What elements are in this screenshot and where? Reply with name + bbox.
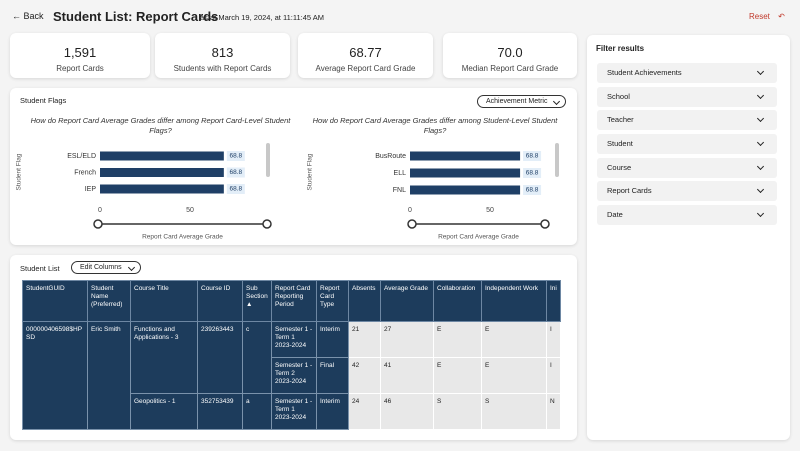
table-cell: E xyxy=(481,321,547,358)
table-cell: 000000406598$HPSD xyxy=(22,321,88,430)
kpi-label: Report Cards xyxy=(56,64,104,73)
table-cell: a xyxy=(242,393,272,430)
kpi-card: 1,591 Report Cards xyxy=(10,33,150,78)
table-cell: Interim xyxy=(316,393,349,430)
table-cell: I xyxy=(546,321,561,358)
column-header[interactable]: Ini xyxy=(546,280,561,322)
filter-item[interactable]: Student Achievements xyxy=(597,63,777,83)
column-header[interactable]: StudentGUID xyxy=(22,280,88,322)
table-cell: Semester 1 - Term 1 2023-2024 xyxy=(271,393,317,430)
edit-columns-button[interactable]: Edit Columns xyxy=(71,261,141,274)
table-cell: E xyxy=(481,357,547,394)
kpi-label: Median Report Card Grade xyxy=(461,64,559,73)
table-cell: I xyxy=(546,357,561,394)
kpi-value: 1,591 xyxy=(63,45,97,60)
table-cell: 41 xyxy=(380,357,434,394)
back-label: Back xyxy=(23,11,44,21)
table-cell: N xyxy=(546,393,561,430)
chart-title: How do Report Card Average Grades differ… xyxy=(312,116,558,135)
table-cell: Final xyxy=(316,357,349,394)
page-title: Student List: Report Cards xyxy=(53,9,219,24)
filter-item[interactable]: Student xyxy=(597,134,777,154)
student-flags-panel: Student Flags Achievement Metric xyxy=(10,88,577,245)
filter-item[interactable]: Teacher xyxy=(597,110,777,130)
reset-button[interactable]: Reset ↶ xyxy=(749,12,785,21)
column-header-label: Sub Section xyxy=(246,285,268,300)
kpi-card: 813 Students with Report Cards xyxy=(155,33,290,78)
filter-panel: Filter results Student Achievements Scho… xyxy=(587,35,790,440)
page-subtitle: as at March 19, 2024, at 11:11:45 AM xyxy=(200,13,324,22)
metric-dropdown[interactable]: Achievement Metric xyxy=(477,95,567,108)
reset-label: Reset xyxy=(749,12,770,21)
kpi-value: 68.77 xyxy=(349,45,382,60)
table-cell: Geopolitics - 1 xyxy=(130,393,198,430)
column-header[interactable]: Collaboration xyxy=(433,280,482,322)
column-header[interactable]: Student Name (Preferred) xyxy=(87,280,131,322)
filter-item[interactable]: Date xyxy=(597,205,777,225)
column-header[interactable]: Report Card Reporting Period xyxy=(271,280,317,322)
kpi-label: Students with Report Cards xyxy=(173,64,272,73)
table-cell: 239263443 xyxy=(197,321,243,394)
chart-title: How do Report Card Average Grades differ… xyxy=(30,116,291,135)
column-header[interactable]: Average Grade xyxy=(380,280,434,322)
table-cell: Semester 1 - Term 1 2023-2024 xyxy=(271,321,317,358)
table-cell: Functions and Applications - 3 xyxy=(130,321,198,394)
table-cell: 21 xyxy=(348,321,381,358)
kpi-label: Average Report Card Grade xyxy=(315,64,416,73)
kpi-value: 70.0 xyxy=(497,45,523,60)
filter-title: Filter results xyxy=(596,44,645,53)
table-cell: 27 xyxy=(380,321,434,358)
column-header[interactable]: Sub Section ▲ xyxy=(242,280,272,322)
table-cell: c xyxy=(242,321,272,394)
column-header[interactable]: Course ID xyxy=(197,280,243,322)
table-cell: S xyxy=(433,393,482,430)
table-cell: Semester 1 - Term 2 2023-2024 xyxy=(271,357,317,394)
table-cell: 24 xyxy=(348,393,381,430)
table-cell: Interim xyxy=(316,321,349,358)
table-cell: E xyxy=(433,321,482,358)
table-cell: E xyxy=(433,357,482,394)
filter-item[interactable]: School xyxy=(597,87,777,107)
column-header[interactable]: Independent Work xyxy=(481,280,547,322)
table-cell: 352753439 xyxy=(197,393,243,430)
panel-title: Student List xyxy=(20,264,60,273)
back-button[interactable]: ← Back xyxy=(12,11,44,21)
table-cell: S xyxy=(481,393,547,430)
column-header[interactable]: Course Title xyxy=(130,280,198,322)
panel-title: Student Flags xyxy=(20,96,67,105)
table-cell: Eric Smith xyxy=(87,321,131,430)
column-header[interactable]: Report Card Type xyxy=(316,280,349,322)
kpi-card: 68.77 Average Report Card Grade xyxy=(298,33,433,78)
kpi-value: 813 xyxy=(211,45,234,60)
student-table: StudentGUID Student Name (Preferred) Cou… xyxy=(22,280,561,430)
table-cell: 46 xyxy=(380,393,434,430)
table-cell: 42 xyxy=(348,357,381,394)
kpi-card: 70.0 Median Report Card Grade xyxy=(443,33,577,78)
column-header[interactable]: Absents xyxy=(348,280,381,322)
filter-item[interactable]: Course xyxy=(597,158,777,178)
filter-item[interactable]: Report Cards xyxy=(597,181,777,201)
